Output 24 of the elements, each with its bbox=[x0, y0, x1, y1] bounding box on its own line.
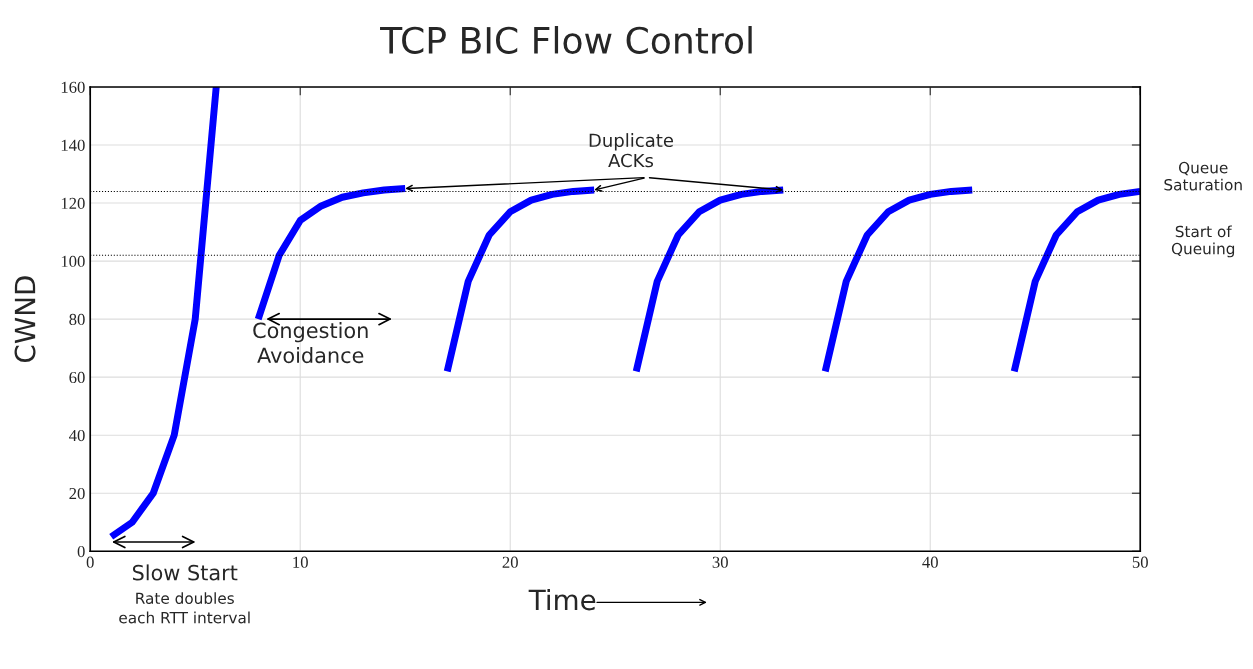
x-tick-label: 0 bbox=[86, 556, 94, 568]
annotation: Congestion Avoidance bbox=[253, 322, 368, 364]
x-tick-label: 50 bbox=[1132, 556, 1148, 568]
annotation: Duplicate ACKs bbox=[589, 133, 674, 168]
chart-title: TCP BIC Flow Control bbox=[380, 26, 752, 54]
ref-line-label: Queue Saturation bbox=[1164, 161, 1242, 191]
y-tick-label: 40 bbox=[69, 429, 85, 442]
y-tick-label: 140 bbox=[61, 139, 85, 151]
y-tick-label: 20 bbox=[69, 487, 85, 500]
y-tick-label: 160 bbox=[61, 81, 85, 93]
text: Rate doubles each RTT interval bbox=[119, 592, 250, 624]
x-axis-title: Time bbox=[528, 588, 596, 611]
x-tick-label: 30 bbox=[712, 556, 728, 568]
x-tick-label: 10 bbox=[293, 556, 308, 568]
text: Slow Start bbox=[132, 564, 238, 581]
y-tick-label: 80 bbox=[69, 313, 85, 326]
y-tick-label: 100 bbox=[61, 255, 85, 268]
y-axis-title: CWND bbox=[14, 276, 36, 363]
y-tick-label: 120 bbox=[61, 197, 85, 209]
y-tick-label: 60 bbox=[69, 371, 85, 384]
ref-line-label: Start of Queuing bbox=[1171, 225, 1235, 258]
x-tick-label: 20 bbox=[502, 556, 518, 568]
x-tick-label: 40 bbox=[922, 556, 938, 568]
y-tick-label: 0 bbox=[77, 545, 85, 558]
